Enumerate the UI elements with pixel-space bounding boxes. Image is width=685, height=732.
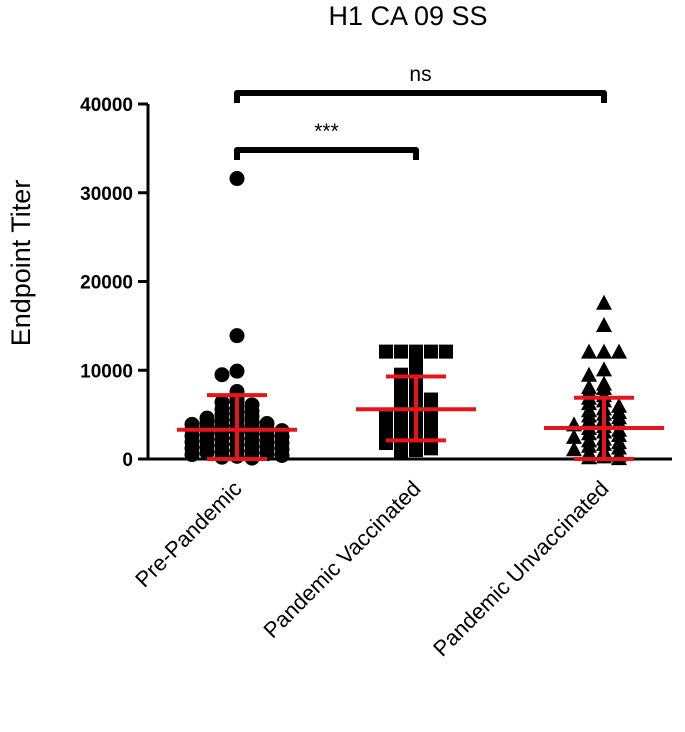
- data-point-circle: [229, 171, 245, 187]
- data-point-triangle: [566, 441, 582, 457]
- data-point-square: [379, 344, 393, 359]
- data-point-triangle: [596, 294, 612, 310]
- y-tick-label: 20000: [80, 273, 133, 294]
- mean-sd-overlays: [177, 374, 664, 461]
- data-point-triangle: [581, 343, 597, 359]
- significance-bracket: [234, 147, 419, 160]
- data-point-triangle: [596, 361, 612, 377]
- chart-title: H1 CA 09 SS: [328, 1, 487, 31]
- data-point-triangle: [566, 428, 582, 444]
- y-tick-label: 10000: [80, 361, 133, 382]
- significance-label: ***: [314, 120, 339, 143]
- category-labels: Pre-Pandemic Pandemic Vaccinated Pandemic …: [130, 476, 613, 661]
- data-point-circle: [199, 445, 215, 461]
- data-point-square: [424, 344, 438, 359]
- y-tick-label: 30000: [80, 184, 133, 205]
- data-point-square: [424, 441, 438, 456]
- data-point-triangle: [596, 343, 612, 359]
- data-point-circle: [274, 447, 290, 463]
- category-label: Pre-Pandemic: [130, 476, 246, 592]
- data-point-square: [409, 443, 423, 458]
- y-tick-label: 0: [122, 450, 133, 471]
- data-point-square: [379, 436, 393, 451]
- significance-bracket: [234, 90, 607, 103]
- data-point-circle: [229, 328, 245, 344]
- data-point-square: [439, 344, 453, 359]
- data-point-triangle: [596, 316, 612, 332]
- significance-brackets: *** ns: [234, 63, 607, 160]
- category-label: Pandemic Vaccinated: [259, 476, 426, 643]
- data-point-triangle: [581, 366, 597, 382]
- significance-label: ns: [409, 63, 431, 86]
- data-point-square: [379, 423, 393, 438]
- data-points: [184, 171, 627, 466]
- category-label: Pandemic Unvaccinated: [428, 476, 613, 661]
- y-tick-label: 40000: [80, 95, 133, 116]
- data-point-square: [394, 344, 408, 359]
- data-point-triangle: [611, 343, 627, 359]
- y-axis-label: Endpoint Titer: [6, 180, 36, 347]
- data-point-square: [394, 444, 408, 459]
- data-point-circle: [184, 447, 200, 463]
- data-point-square: [379, 411, 393, 426]
- data-point-circle: [229, 363, 245, 379]
- data-point-circle: [214, 367, 230, 383]
